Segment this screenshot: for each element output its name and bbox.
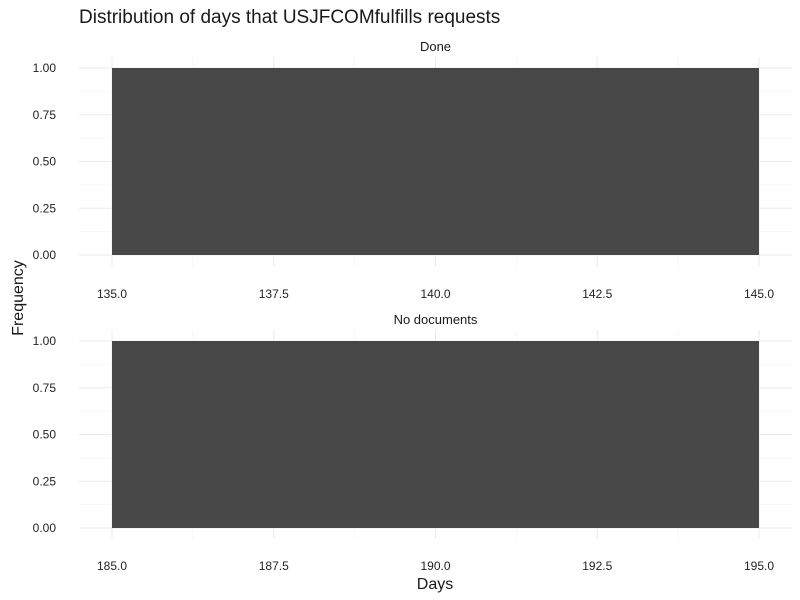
x-tick-label: 195.0 (744, 559, 774, 573)
x-tick-label: 137.5 (259, 287, 289, 301)
y-tick-label: 1.00 (33, 334, 57, 348)
y-tick-label: 0.00 (33, 521, 57, 535)
y-tick-label: 0.00 (33, 248, 57, 262)
facet-strip-label: Done (420, 39, 451, 54)
histogram-bar (112, 341, 759, 528)
x-tick-label: 190.0 (420, 559, 450, 573)
facet-panel-1: Done 0.00 0.25 0.50 0.75 1.00 135.0 137.5 140.0 1… (33, 39, 792, 301)
y-tick-label: 0.50 (33, 428, 57, 442)
y-tick-label: 0.25 (33, 201, 57, 215)
facet-panel-2: No documents 0.00 0.25 0.50 0.75 1.00 185.0 187… (33, 312, 792, 573)
y-tick-label: 0.25 (33, 474, 57, 488)
y-tick-label: 0.75 (33, 381, 57, 395)
x-tick-label: 140.0 (420, 287, 450, 301)
y-axis-title: Frequency (10, 260, 27, 336)
y-tick-label: 0.75 (33, 108, 57, 122)
y-tick-label: 0.50 (33, 155, 57, 169)
chart-title: Distribution of days that USJFCOMfulfill… (79, 7, 500, 28)
x-tick-label: 185.0 (97, 559, 127, 573)
x-tick-label: 187.5 (259, 559, 289, 573)
histogram-bar (112, 68, 759, 255)
facet-strip-label: No documents (394, 312, 478, 327)
x-axis-title: Days (417, 576, 453, 593)
x-tick-label: 142.5 (582, 287, 612, 301)
x-tick-label: 192.5 (582, 559, 612, 573)
facet-panels: Done 0.00 0.25 0.50 0.75 1.00 135.0 137.5 140.0 1… (33, 39, 792, 573)
x-tick-label: 145.0 (744, 287, 774, 301)
x-tick-label: 135.0 (97, 287, 127, 301)
y-tick-label: 1.00 (33, 61, 57, 75)
